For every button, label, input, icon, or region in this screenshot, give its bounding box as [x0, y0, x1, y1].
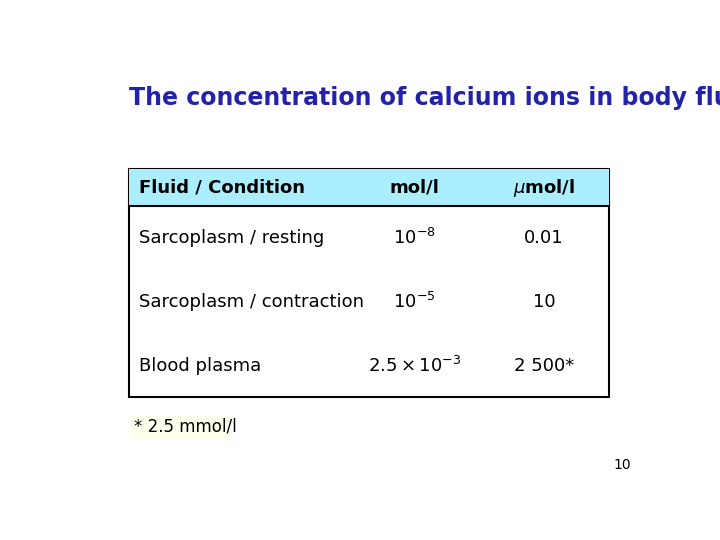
Text: The concentration of calcium ions in body fluids: The concentration of calcium ions in bod…: [129, 85, 720, 110]
Text: 0.01: 0.01: [524, 230, 564, 247]
Bar: [129, 415, 233, 439]
Text: 2 500*: 2 500*: [514, 356, 575, 375]
Text: 10: 10: [613, 458, 631, 472]
Text: $10^{-5}$: $10^{-5}$: [393, 292, 436, 312]
Text: 10: 10: [533, 293, 555, 311]
Text: mol/l: mol/l: [390, 179, 439, 197]
Text: Sarcoplasm / resting: Sarcoplasm / resting: [139, 230, 324, 247]
Bar: [129, 168, 609, 206]
Text: Fluid / Condition: Fluid / Condition: [139, 179, 305, 197]
Text: Blood plasma: Blood plasma: [139, 356, 261, 375]
Text: $\mu$mol/l: $\mu$mol/l: [513, 177, 575, 199]
Text: $2.5\times10^{-3}$: $2.5\times10^{-3}$: [368, 355, 462, 376]
Text: * 2.5 mmol/l: * 2.5 mmol/l: [134, 418, 237, 436]
Text: Sarcoplasm / contraction: Sarcoplasm / contraction: [139, 293, 364, 311]
Text: $10^{-8}$: $10^{-8}$: [393, 228, 436, 248]
